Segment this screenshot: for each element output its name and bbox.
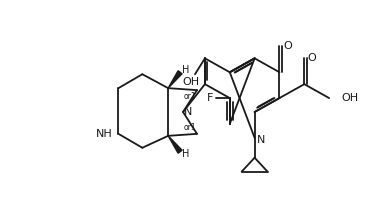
Text: or1: or1 <box>184 92 197 101</box>
Text: H: H <box>182 149 190 159</box>
Text: O: O <box>308 53 317 63</box>
Text: F: F <box>207 93 213 103</box>
Text: H: H <box>182 65 190 75</box>
Text: or1: or1 <box>184 123 197 132</box>
Polygon shape <box>168 71 182 88</box>
Text: N: N <box>256 135 265 145</box>
Text: OH: OH <box>341 93 358 103</box>
Polygon shape <box>168 136 182 153</box>
Text: N: N <box>184 107 192 117</box>
Text: OH: OH <box>182 77 199 87</box>
Text: NH: NH <box>96 129 113 139</box>
Text: O: O <box>283 41 292 51</box>
